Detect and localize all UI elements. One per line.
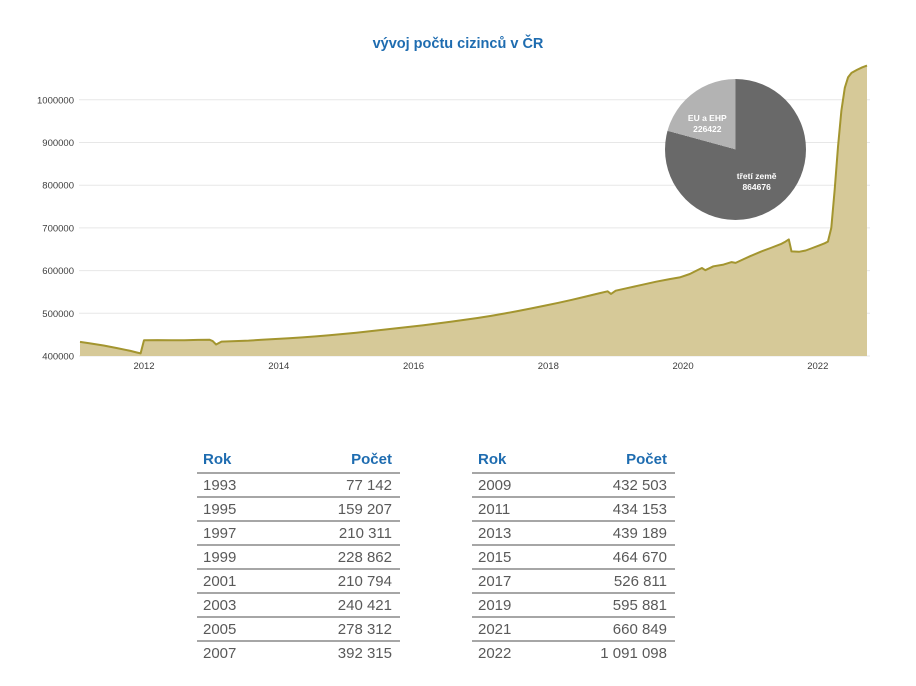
y-tick-label: 600000 — [42, 266, 74, 277]
year-cell: 2001 — [197, 569, 281, 594]
table-row: 2003 240 421 — [197, 593, 400, 618]
count-cell: 660 849 — [547, 617, 675, 642]
x-tick-label: 2012 — [133, 361, 154, 372]
y-tick-label: 900000 — [42, 138, 74, 149]
area-chart-svg: 400000 500000 600000 700000 800000 900000 1000… — [37, 64, 870, 372]
year-column-header: Rok — [197, 449, 281, 474]
count-cell: 434 153 — [547, 497, 675, 522]
count-cell: 595 881 — [547, 593, 675, 618]
count-cell: 439 189 — [547, 521, 675, 546]
data-table: Rok Počet 2009 432 503 2011 434 153 2013 439 18… — [472, 449, 675, 664]
year-cell: 2009 — [472, 473, 548, 498]
count-cell: 278 312 — [280, 617, 400, 642]
count-cell: 210 311 — [280, 521, 400, 546]
count-cell: 392 315 — [337, 644, 392, 662]
year-cell: 1993 — [197, 473, 281, 498]
year-cell: 2011 — [472, 497, 548, 522]
table-row: 2013 439 189 — [472, 521, 675, 546]
x-tick-label: 2014 — [268, 361, 289, 372]
year-count-tables: Rok Počet 1993 77 142 1995 159 207 1997 210 311… — [197, 449, 675, 664]
year-cell: 2013 — [472, 521, 548, 546]
table-row: 2021 660 849 — [472, 617, 675, 642]
year-cell: 2003 — [197, 593, 281, 618]
y-tick-label: 700000 — [42, 223, 74, 234]
year-cell: 2015 — [472, 545, 548, 570]
year-count-table-right: Rok Počet 2009 432 503 2011 434 153 2013 439 18… — [472, 449, 675, 664]
count-cell: 210 794 — [280, 569, 400, 594]
y-tick-label: 400000 — [42, 352, 74, 363]
count-cell: 1 091 098 — [600, 644, 667, 662]
year-cell: 1995 — [197, 497, 281, 522]
table-row: 2005 278 312 — [197, 617, 400, 642]
pie-slice-label-treti-zeme: třetí země 864676 — [736, 170, 777, 192]
table-row: 2017 526 811 — [472, 569, 675, 594]
count-column-header: Počet — [280, 449, 400, 474]
count-cell: 159 207 — [280, 497, 400, 522]
x-tick-label: 2020 — [672, 361, 693, 372]
count-column-header: Počet — [547, 449, 675, 474]
table-row: 2019 595 881 — [472, 593, 675, 618]
y-tick-label: 800000 — [42, 181, 74, 192]
y-tick-label: 1000000 — [37, 95, 74, 106]
x-tick-label: 2016 — [403, 361, 424, 372]
count-cell: 77 142 — [280, 473, 400, 498]
y-tick-label: 500000 — [42, 309, 74, 320]
table-row: 2015 464 670 — [472, 545, 675, 570]
chart-title: vývoj počtu cizinců v ČR — [372, 36, 544, 52]
year-cell: 2005 — [197, 617, 281, 642]
table-row: 2007 392 315 — [197, 641, 400, 664]
count-cell: 432 503 — [547, 473, 675, 498]
table-row: 2001 210 794 — [197, 569, 400, 594]
table-row: 1999 228 862 — [197, 545, 400, 570]
table-row: 2011 434 153 — [472, 497, 675, 522]
year-cell: 2017 — [472, 569, 548, 594]
count-cell: 526 811 — [547, 569, 675, 594]
table-row: 1995 159 207 — [197, 497, 400, 522]
year-cell: 1997 — [197, 521, 281, 546]
area-series-line — [79, 64, 868, 355]
year-count-table-left: Rok Počet 1993 77 142 1995 159 207 1997 210 311… — [197, 449, 400, 664]
pie-slice-label-eu-ehp: EU a EHP 226422 — [687, 113, 727, 135]
count-cell: 464 670 — [547, 545, 675, 570]
year-cell: 2007 — [203, 644, 237, 662]
table-row: 2009 432 503 — [472, 473, 675, 498]
table-row: 1993 77 142 — [197, 473, 400, 498]
count-cell: 228 862 — [280, 545, 400, 570]
table-row: 2022 1 091 098 — [472, 641, 675, 664]
table-row: 1997 210 311 — [197, 521, 400, 546]
year-cell: 2022 — [478, 644, 512, 662]
year-column-header: Rok — [472, 449, 548, 474]
year-cell: 2019 — [472, 593, 548, 618]
count-cell: 240 421 — [280, 593, 400, 618]
x-tick-label: 2018 — [538, 361, 559, 372]
area-series-fill — [80, 65, 867, 356]
data-table: Rok Počet 1993 77 142 1995 159 207 1997 210 311… — [197, 449, 400, 664]
year-cell: 1999 — [197, 545, 281, 570]
x-tick-label: 2022 — [807, 361, 828, 372]
pie-chart: třetí země 864676 EU a EHP 226422 — [665, 79, 806, 220]
year-cell: 2021 — [472, 617, 548, 642]
